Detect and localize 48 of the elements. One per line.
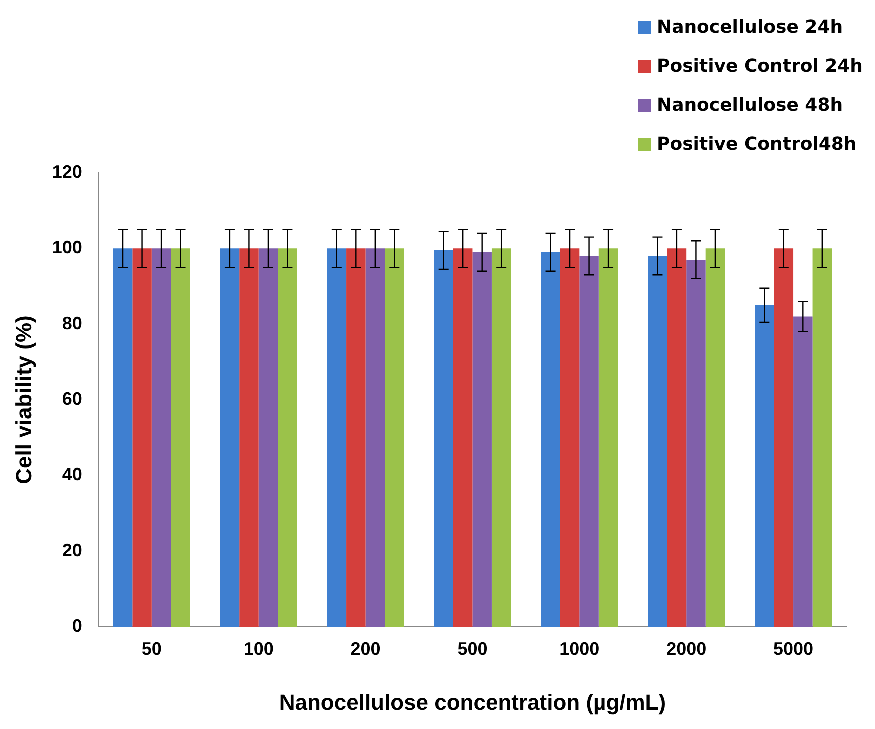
bar <box>366 248 386 627</box>
bar <box>278 248 298 627</box>
x-tick-label: 2000 <box>666 638 707 659</box>
bar <box>240 248 259 627</box>
y-tick-label: 20 <box>62 540 82 560</box>
legend-label: Nanocellulose 24h <box>657 17 844 38</box>
bar <box>327 248 347 627</box>
x-tick-label: 200 <box>350 638 381 659</box>
bar <box>434 250 454 627</box>
bar <box>152 248 172 627</box>
y-tick-label: 0 <box>72 616 82 636</box>
bar <box>686 260 706 627</box>
legend-label: Positive Control 24h <box>657 56 863 77</box>
bar <box>453 248 473 627</box>
bar <box>113 248 133 627</box>
y-tick-label: 100 <box>52 238 82 258</box>
bar <box>132 248 152 627</box>
bar <box>580 256 599 627</box>
bar <box>667 248 687 627</box>
bar <box>794 316 813 627</box>
x-tick-label: 1000 <box>560 638 600 659</box>
y-tick-label: 40 <box>62 464 82 485</box>
y-tick-label: 80 <box>62 313 82 334</box>
x-tick-label: 100 <box>244 638 274 659</box>
y-axis-title: Cell viability (%) <box>11 316 36 484</box>
bar <box>755 305 774 627</box>
bar <box>560 248 580 627</box>
legend-label: Nanocellulose 48h <box>657 95 844 116</box>
bar <box>171 248 190 627</box>
x-tick-label: 5000 <box>774 638 814 659</box>
y-tick-label: 120 <box>52 162 82 182</box>
x-axis-title: Nanocellulose concentration (µg/mL) <box>279 690 666 715</box>
bar <box>220 248 240 627</box>
bar <box>472 252 492 627</box>
bar <box>385 248 404 627</box>
bar <box>346 248 366 627</box>
bar <box>492 248 512 627</box>
bar <box>258 248 278 627</box>
legend-label: Positive Control48h <box>657 134 857 155</box>
bar <box>774 248 794 627</box>
bar <box>648 256 668 627</box>
y-tick-label: 60 <box>62 388 82 409</box>
bar <box>541 252 560 627</box>
bar <box>706 248 726 627</box>
bar <box>598 248 618 627</box>
x-tick-label: 500 <box>458 638 488 659</box>
x-tick-label: 50 <box>142 638 162 659</box>
bar <box>812 248 832 627</box>
